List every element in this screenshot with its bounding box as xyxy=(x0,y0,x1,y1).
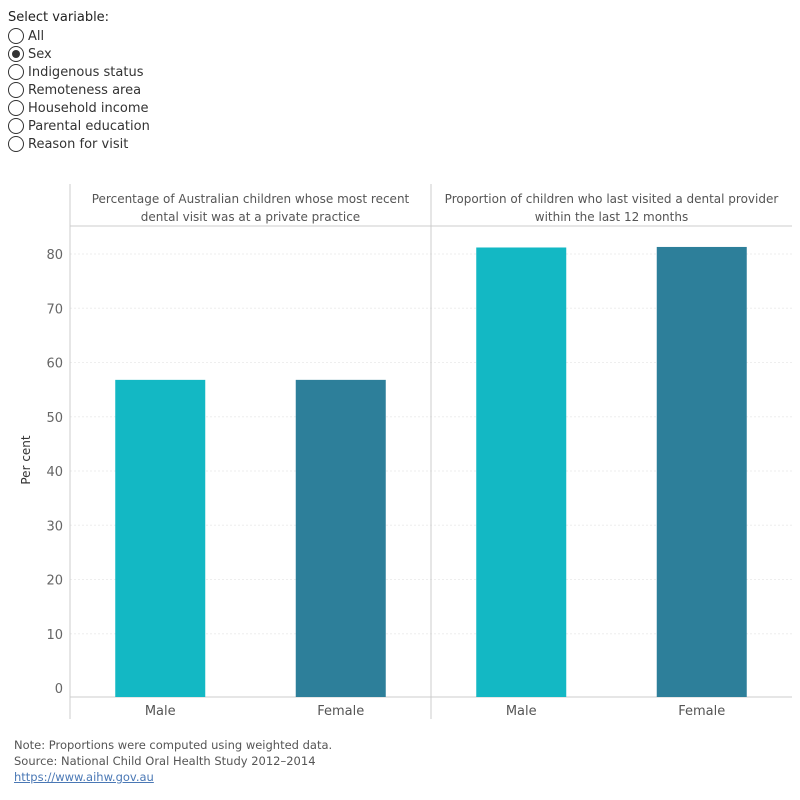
footer: Note: Proportions were computed using we… xyxy=(14,737,332,785)
y-tick-label: 40 xyxy=(46,465,63,480)
y-tick-label: 30 xyxy=(46,519,63,534)
panel-title: Percentage of Australian children whose … xyxy=(92,192,410,206)
radio-button-icon[interactable] xyxy=(8,118,24,134)
panel-title: Proportion of children who last visited … xyxy=(445,192,779,206)
radio-button-icon[interactable] xyxy=(8,136,24,152)
y-tick-label: 0 xyxy=(55,682,63,697)
radio-option-reason-for-visit[interactable]: Reason for visit xyxy=(8,135,150,153)
variable-filter: Select variable: All Sex Indigenous stat… xyxy=(8,9,150,153)
x-tick-label: Female xyxy=(678,704,725,719)
radio-option-label[interactable]: All xyxy=(28,28,45,44)
radio-option-parental-education[interactable]: Parental education xyxy=(8,117,150,135)
radio-button-icon[interactable] xyxy=(8,64,24,80)
bar-female xyxy=(656,246,747,697)
radio-button-icon[interactable] xyxy=(8,100,24,116)
radio-button-icon[interactable] xyxy=(8,28,24,44)
bar-female xyxy=(295,379,386,697)
radio-option-label[interactable]: Sex xyxy=(28,46,52,62)
y-axis-label: Per cent xyxy=(19,435,33,485)
radio-option-indigenous-status[interactable]: Indigenous status xyxy=(8,63,150,81)
radio-button-icon[interactable] xyxy=(8,46,24,62)
x-tick-label: Male xyxy=(506,704,537,719)
radio-option-all[interactable]: All xyxy=(8,27,150,45)
x-tick-label: Female xyxy=(317,704,364,719)
y-tick-label: 60 xyxy=(46,357,63,372)
radio-option-label[interactable]: Household income xyxy=(28,100,149,116)
y-tick-label: 10 xyxy=(46,628,63,643)
footer-source: Source: National Child Oral Health Study… xyxy=(14,754,316,768)
footer-note: Note: Proportions were computed using we… xyxy=(14,738,333,752)
filter-label: Select variable: xyxy=(8,10,110,25)
radio-option-label[interactable]: Remoteness area xyxy=(28,82,142,98)
radio-option-remoteness-area[interactable]: Remoteness area xyxy=(8,81,150,99)
radio-option-label[interactable]: Reason for visit xyxy=(28,136,129,152)
footer-link[interactable]: https://www.aihw.gov.au xyxy=(14,770,154,784)
y-tick-label: 70 xyxy=(46,302,63,317)
panel-title: within the last 12 months xyxy=(535,210,688,224)
bar-male xyxy=(115,379,206,697)
panel-title: dental visit was at a private practice xyxy=(141,210,360,224)
y-tick-label: 20 xyxy=(46,574,63,589)
radio-option-household-income[interactable]: Household income xyxy=(8,99,150,117)
radio-option-label[interactable]: Parental education xyxy=(28,118,150,134)
y-tick-label: 80 xyxy=(46,248,63,263)
radio-list: All Sex Indigenous status Remoteness are… xyxy=(8,27,150,153)
radio-option-sex[interactable]: Sex xyxy=(8,45,150,63)
radio-option-label[interactable]: Indigenous status xyxy=(28,64,144,80)
radio-button-icon[interactable] xyxy=(8,82,24,98)
y-tick-label: 50 xyxy=(46,411,63,426)
x-tick-label: Male xyxy=(145,704,176,719)
bar-male xyxy=(476,247,567,698)
